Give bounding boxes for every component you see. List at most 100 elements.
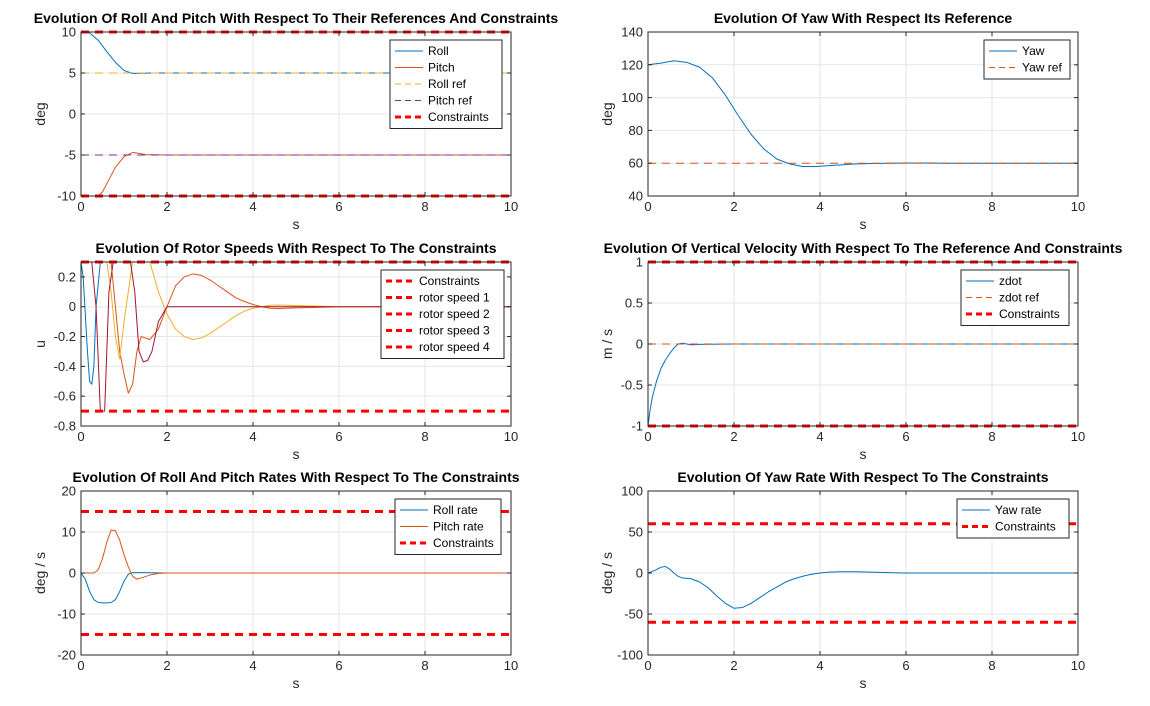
y-tick-label: 0 [636,566,643,581]
x-tick-label: 8 [988,429,995,444]
y-tick-label: 0 [69,299,76,314]
y-tick-label: -50 [624,607,643,622]
x-tick-label: 8 [988,199,995,214]
x-tick-label: 4 [816,429,823,444]
x-tick-label: 2 [730,199,737,214]
x-tick-label: 10 [504,658,518,673]
y-tick-label: -0.2 [54,329,76,344]
x-tick-label: 6 [335,429,342,444]
x-tick-label: 10 [504,199,518,214]
y-tick-label: -10 [57,189,76,204]
y-tick-label: 100 [621,484,643,499]
x-tick-label: 2 [730,429,737,444]
series-group [648,522,1078,624]
x-axis-label: s [293,446,300,462]
x-tick-label: 8 [421,199,428,214]
ticks: 0 2 4 6 8 10 -1 -0.5 0 0.5 1 [621,255,1086,445]
legend-box [956,498,1070,539]
legend-label: Yaw ref [1022,61,1062,75]
x-tick-label: 10 [1071,658,1085,673]
x-tick-label: 6 [902,429,909,444]
x-axis-label: s [293,675,300,691]
legend-label: Constraints [999,307,1060,321]
y-axis-label: u [32,340,48,348]
legend-label: Pitch [428,61,455,75]
x-tick-label: 6 [902,658,909,673]
chart-2: 0 2 4 6 8 10 40 60 80 100 120 140 s deg Evolution Of Y… [599,10,1085,232]
x-tick-label: 6 [335,199,342,214]
legend-label: Constraints [995,520,1056,534]
x-axis-label: s [860,216,867,232]
legend-label: zdot [999,274,1022,288]
legend-label: Roll ref [428,77,467,91]
y-tick-label: 10 [62,525,76,540]
chart-title: Evolution Of Vertical Velocity With Resp… [604,240,1123,256]
x-tick-label: 0 [77,199,84,214]
y-tick-label: 0 [69,107,76,122]
chart-3: 0 2 4 6 8 10 -0.8 -0.6 -0.4 -0.2 0 0.2 s u Evolution O… [32,240,518,462]
series-line-roll [81,31,511,74]
legend-label: zdot ref [999,291,1040,305]
y-axis-label: m / s [599,329,615,359]
ticks: 0 2 4 6 8 10 -20 -10 0 10 20 [57,484,518,674]
x-tick-label: 10 [504,429,518,444]
chart-1: 0 2 4 6 8 10 -10 -5 0 5 10 s deg Evolution Of Roll An… [32,10,558,232]
x-tick-label: 10 [1071,199,1085,214]
legend-label: rotor speed 3 [419,324,490,338]
y-tick-label: 100 [621,90,643,105]
legend: Roll rate Pitch rate Constraints [394,498,502,555]
x-tick-label: 8 [421,429,428,444]
axes-box [647,31,1079,197]
x-tick-label: 4 [816,199,823,214]
x-axis-label: s [860,446,867,462]
legend-label: Constraints [428,110,489,124]
y-axis-label: deg [32,102,48,125]
x-tick-label: 4 [249,658,256,673]
x-tick-label: 2 [163,199,170,214]
y-tick-label: -100 [617,648,643,663]
legend-label: Yaw [1022,44,1045,58]
y-tick-label: -0.4 [54,359,76,374]
x-tick-label: 2 [163,658,170,673]
legend: zdot zdot ref Constraints [960,269,1070,326]
legend-label: Roll [428,44,449,58]
ticks: 0 2 4 6 8 10 -10 -5 0 5 10 [57,25,518,215]
x-tick-label: 0 [644,429,651,444]
axes-box [80,261,512,427]
chart-4: 0 2 4 6 8 10 -1 -0.5 0 0.5 1 s m / s Evolution Of Ver… [599,240,1123,462]
y-tick-label: 140 [621,25,643,40]
ticks: 0 2 4 6 8 10 40 60 80 100 120 140 [621,25,1085,215]
x-tick-label: 8 [988,658,995,673]
x-tick-label: 6 [902,199,909,214]
legend-label: Constraints [433,536,494,550]
x-tick-label: 4 [249,429,256,444]
chart-title: Evolution Of Yaw With Respect Its Refere… [714,10,1013,26]
chart-5: 0 2 4 6 8 10 -20 -10 0 10 20 s deg / s Evolution Of R… [32,469,520,691]
legend-label: Pitch rate [433,520,484,534]
x-tick-label: 8 [421,658,428,673]
y-tick-label: 60 [629,156,643,171]
y-tick-label: 5 [69,66,76,81]
x-tick-label: 0 [77,658,84,673]
ticks: 0 2 4 6 8 10 -0.8 -0.6 -0.4 -0.2 0 0.2 [54,262,518,444]
y-tick-label: -0.8 [54,419,76,434]
y-tick-label: 80 [629,123,643,138]
legend-label: Pitch ref [428,94,473,108]
series-line-yaw-rate [648,565,1078,609]
legend-label: rotor speed 2 [419,307,490,321]
legend-box [983,39,1071,80]
series-line-rotor-speed-3 [81,261,511,360]
y-tick-label: 20 [62,484,76,499]
series-group [81,510,511,636]
y-tick-label: 40 [629,189,643,204]
y-axis-label: deg [599,102,615,125]
series-line-pitch-rate [81,529,511,580]
x-tick-label: 0 [644,199,651,214]
legend-label: Roll rate [433,503,478,517]
chart-title: Evolution Of Yaw Rate With Respect To Th… [677,469,1048,485]
y-tick-label: -0.5 [621,378,643,393]
y-tick-label: 120 [621,57,643,72]
x-tick-label: 6 [335,658,342,673]
chart-title: Evolution Of Rotor Speeds With Respect T… [96,240,497,256]
